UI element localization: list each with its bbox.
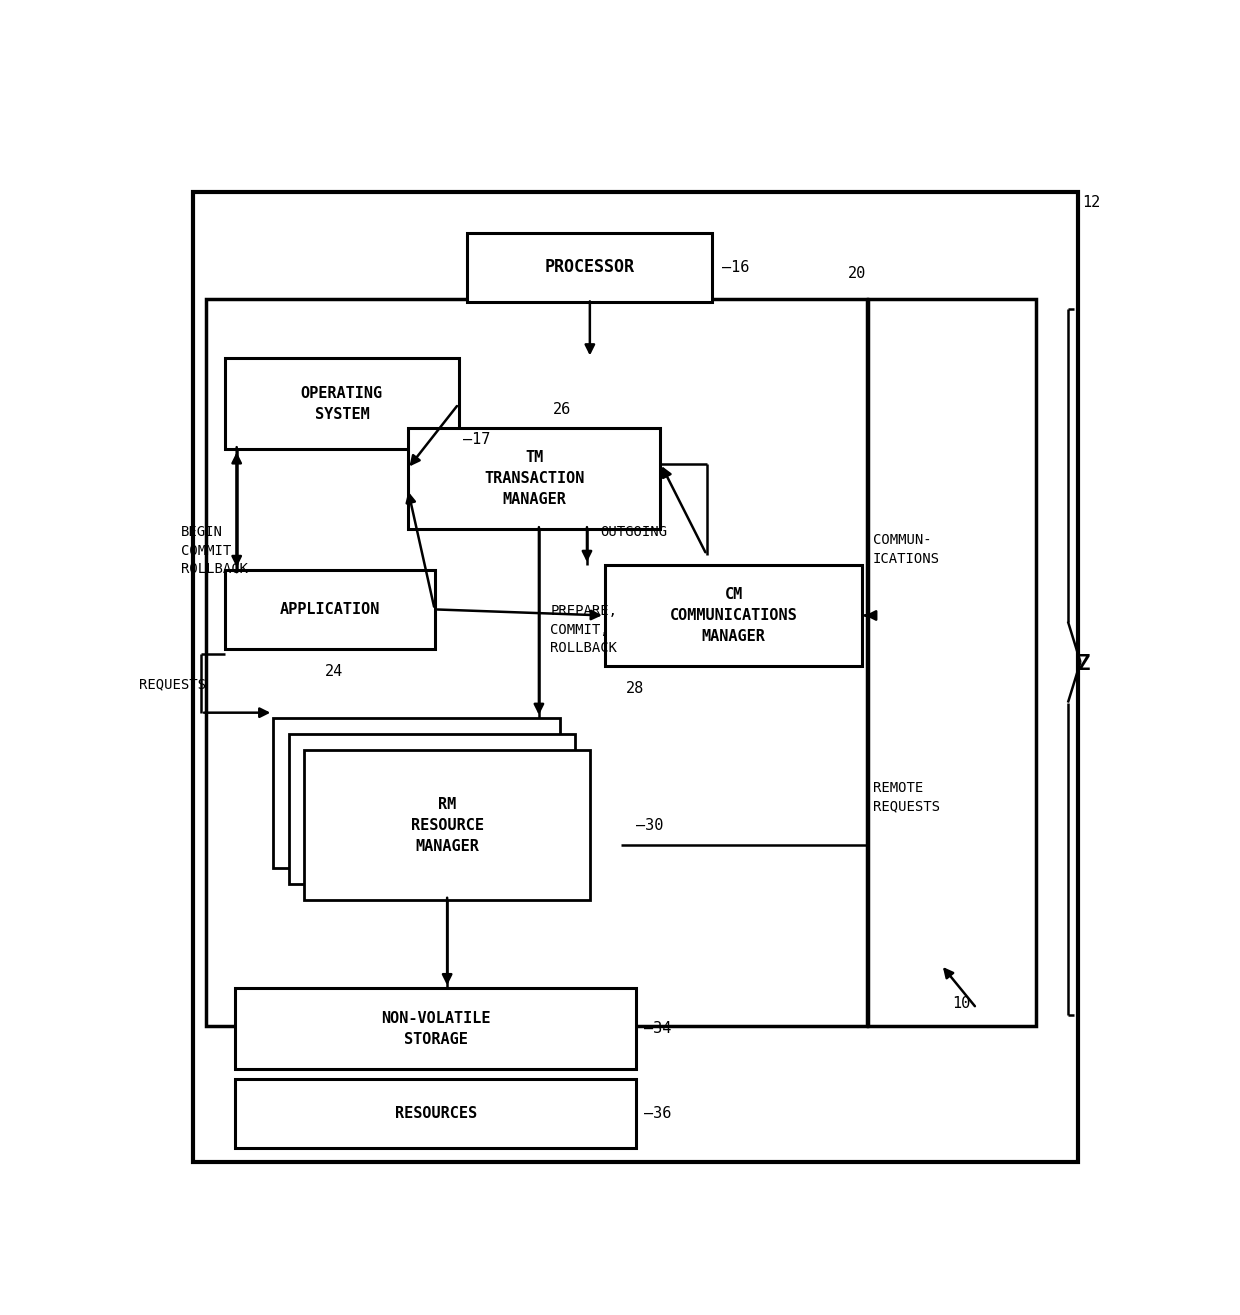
Text: 10: 10 bbox=[952, 995, 971, 1011]
Bar bbox=[467, 233, 713, 301]
Text: —17: —17 bbox=[464, 431, 491, 447]
Text: 24: 24 bbox=[325, 664, 343, 679]
Text: OPERATING
SYSTEM: OPERATING SYSTEM bbox=[301, 385, 383, 422]
Text: CM
COMMUNICATIONS
MANAGER: CM COMMUNICATIONS MANAGER bbox=[670, 586, 797, 644]
Text: COMMUN-
ICATIONS: COMMUN- ICATIONS bbox=[873, 534, 940, 565]
Bar bbox=[206, 299, 867, 1026]
Text: 28: 28 bbox=[626, 681, 644, 696]
Bar bbox=[226, 569, 435, 648]
Bar bbox=[605, 565, 862, 667]
Bar bbox=[234, 1080, 636, 1148]
Text: RM
RESOURCE
MANAGER: RM RESOURCE MANAGER bbox=[410, 797, 484, 853]
Bar bbox=[226, 358, 459, 450]
Text: TM
TRANSACTION
MANAGER: TM TRANSACTION MANAGER bbox=[484, 450, 584, 508]
Bar bbox=[289, 734, 575, 884]
Text: —34: —34 bbox=[644, 1020, 672, 1036]
Bar bbox=[408, 429, 661, 530]
Text: REQUESTS: REQUESTS bbox=[139, 677, 206, 692]
Text: —30: —30 bbox=[635, 818, 663, 832]
Text: Z: Z bbox=[1078, 654, 1090, 675]
Text: RESOURCES: RESOURCES bbox=[394, 1106, 476, 1122]
Text: REMOTE
REQUESTS: REMOTE REQUESTS bbox=[873, 781, 940, 813]
Bar bbox=[304, 750, 590, 899]
Text: BEGIN
COMMIT
ROLLBACK: BEGIN COMMIT ROLLBACK bbox=[181, 525, 248, 576]
Text: NON-VOLATILE
STORAGE: NON-VOLATILE STORAGE bbox=[381, 1011, 490, 1047]
Text: —16: —16 bbox=[722, 259, 749, 275]
Text: PREPARE,
COMMIT,
ROLLBACK: PREPARE, COMMIT, ROLLBACK bbox=[551, 605, 618, 655]
Text: APPLICATION: APPLICATION bbox=[280, 602, 381, 617]
Bar bbox=[868, 299, 1037, 1026]
Text: 26: 26 bbox=[553, 402, 572, 417]
Bar bbox=[234, 988, 636, 1069]
Bar bbox=[273, 718, 559, 868]
Text: 12: 12 bbox=[1083, 195, 1101, 210]
Text: 20: 20 bbox=[848, 266, 866, 280]
Text: —36: —36 bbox=[644, 1106, 672, 1122]
Text: PROCESSOR: PROCESSOR bbox=[544, 258, 635, 276]
Text: OUTGOING: OUTGOING bbox=[600, 525, 667, 539]
